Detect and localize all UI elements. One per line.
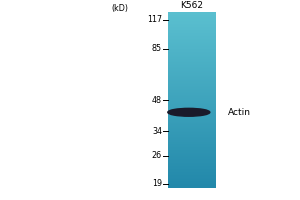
Ellipse shape bbox=[173, 110, 205, 114]
Text: (kD): (kD) bbox=[111, 4, 128, 13]
Ellipse shape bbox=[171, 109, 207, 115]
Ellipse shape bbox=[168, 108, 210, 116]
Ellipse shape bbox=[175, 111, 202, 114]
Text: K562: K562 bbox=[180, 1, 203, 10]
Text: 26: 26 bbox=[152, 151, 162, 160]
Text: 117: 117 bbox=[147, 15, 162, 24]
Text: 34: 34 bbox=[152, 127, 162, 136]
Text: Actin: Actin bbox=[228, 108, 250, 117]
Text: 85: 85 bbox=[152, 44, 162, 53]
Text: 48: 48 bbox=[152, 96, 162, 105]
Text: 19: 19 bbox=[152, 179, 162, 188]
